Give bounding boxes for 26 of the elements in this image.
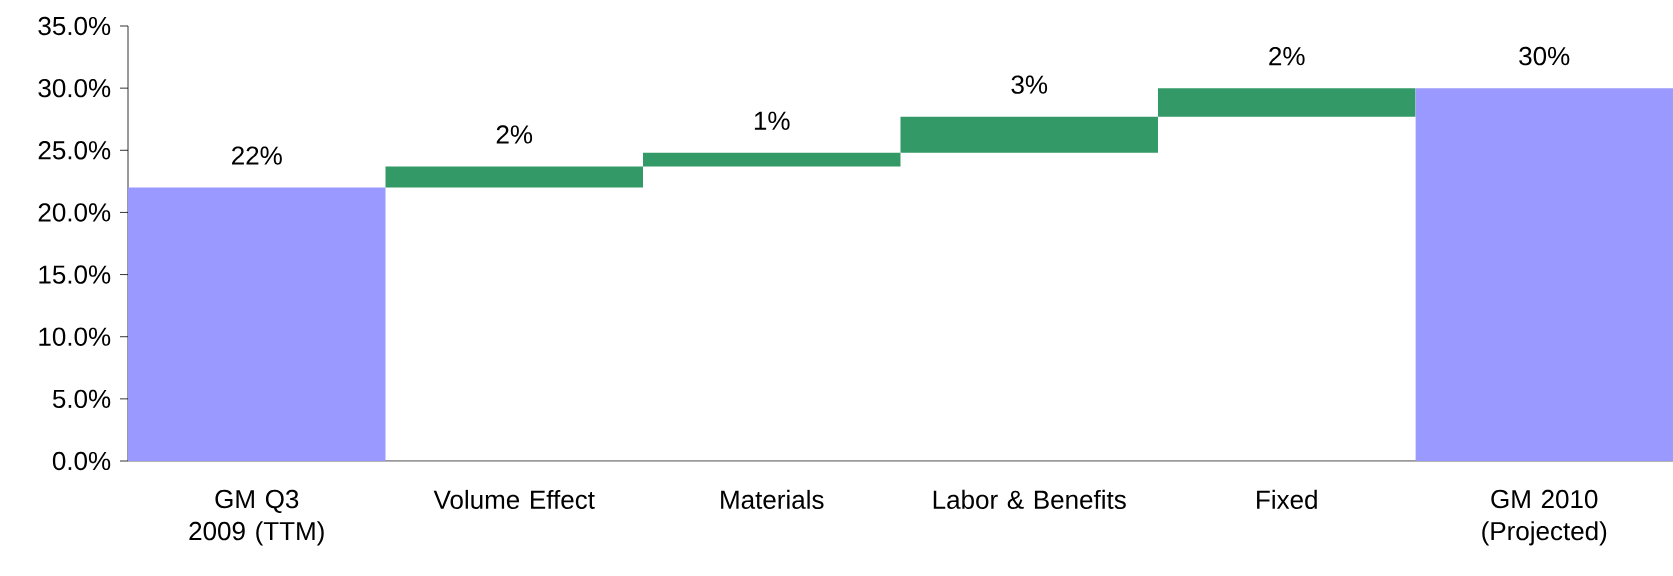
data-label: 2% — [1269, 46, 1305, 66]
data-label: 30% — [1519, 46, 1570, 66]
data-label: 3% — [1011, 75, 1048, 94]
bar — [128, 187, 386, 461]
data-label: 1% — [754, 111, 790, 130]
x-tick-label: Materials — [721, 489, 824, 509]
y-tick-label: 5.0% — [52, 389, 111, 409]
y-tick-label: 25.0% — [38, 141, 111, 160]
x-tick-label: GM Q3 2009 (TTM) — [189, 489, 324, 546]
data-label: 2% — [496, 125, 533, 144]
x-tick-label: Labor & Benefits — [933, 489, 1126, 509]
y-tick-label: 20.0% — [38, 203, 111, 222]
y-tick-label: 35.0% — [38, 16, 111, 36]
bar — [900, 116, 1158, 153]
bar — [385, 166, 643, 188]
x-tick-label: GM 2010 (Projected) — [1482, 489, 1607, 546]
data-label: 22% — [232, 146, 282, 165]
x-tick-label: Fixed — [1257, 489, 1317, 509]
y-tick-label: 30.0% — [38, 78, 111, 98]
y-tick-label: 15.0% — [39, 265, 111, 284]
bar — [642, 152, 901, 167]
x-tick-label: Volume Effect — [433, 489, 595, 509]
y-tick-label: 10.0% — [39, 327, 111, 346]
bar — [1157, 88, 1416, 117]
bar — [1415, 88, 1673, 461]
y-tick-label: 0.0% — [52, 451, 111, 471]
